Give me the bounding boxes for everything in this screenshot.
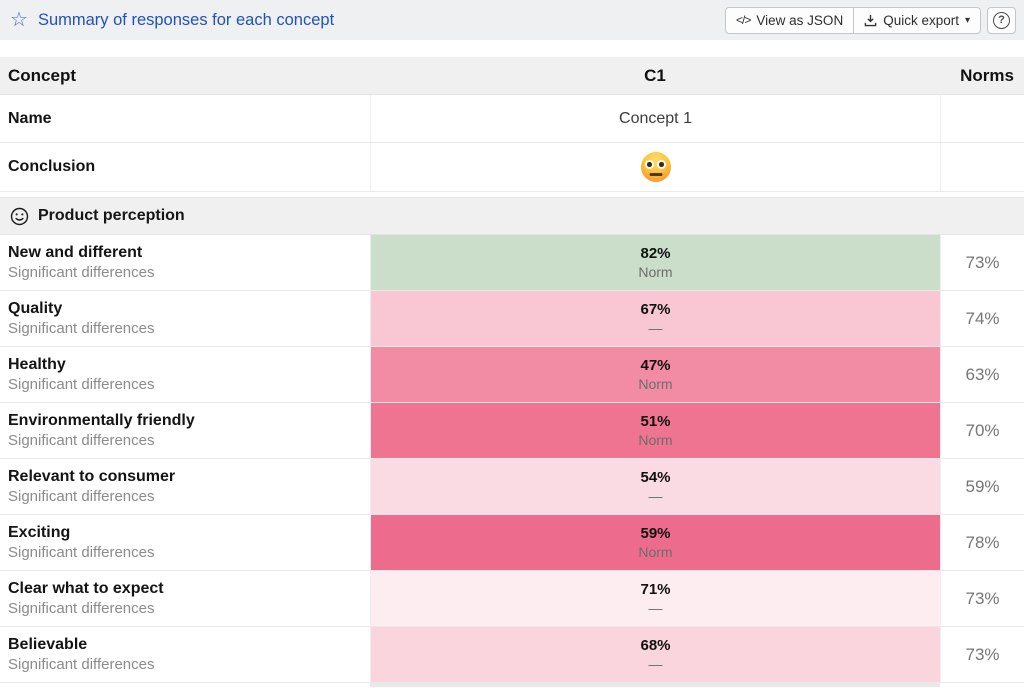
help-button[interactable]: ? — [987, 6, 1016, 34]
export-button-group: </> View as JSON Quick export ▾ — [725, 6, 981, 34]
score-value: 51% — [640, 413, 671, 430]
score-note: Norm — [638, 432, 673, 448]
row-label: Environmentally friendly — [8, 412, 195, 429]
score-value: 82% — [640, 245, 671, 262]
conclusion-row-label: Conclusion — [8, 158, 96, 175]
score-cell: 67% — — [370, 291, 940, 346]
concept-name-value: Concept 1 — [370, 95, 940, 142]
table-row-healthy: Healthy Significant differences 47% Norm… — [0, 347, 1024, 403]
topbar: ☆ Summary of responses for each concept … — [0, 0, 1024, 40]
download-icon — [864, 14, 877, 27]
code-icon: </> — [736, 13, 751, 27]
norm-value: 63% — [940, 347, 1024, 402]
score-note: — — [648, 656, 663, 672]
score-value: 67% — [640, 301, 671, 318]
smiley-face-icon — [10, 207, 29, 226]
table-row-believable: Believable Significant differences 68% —… — [0, 627, 1024, 683]
name-row-label: Name — [8, 109, 52, 127]
norm-value: 73% — [940, 571, 1024, 626]
name-row-norm-empty — [940, 95, 1024, 142]
quick-export-label: Quick export — [883, 12, 959, 28]
table-row-new-and-different: New and different Significant difference… — [0, 235, 1024, 291]
conclusion-row-norm-empty — [940, 143, 1024, 191]
row-label-group: Exciting Significant differences — [0, 515, 370, 570]
partial-next-row — [0, 683, 1024, 687]
score-note: — — [648, 600, 663, 616]
conclusion-row: Conclusion — [0, 143, 1024, 192]
score-value: 59% — [640, 525, 671, 542]
name-row: Name Concept 1 — [0, 95, 1024, 143]
row-subtitle: Significant differences — [8, 544, 155, 561]
score-cell: 47% Norm — [370, 347, 940, 402]
table-row-clear-what-to-expect: Clear what to expect Significant differe… — [0, 571, 1024, 627]
view-as-json-button[interactable]: </> View as JSON — [725, 6, 855, 34]
score-note: — — [648, 488, 663, 504]
row-label: Healthy — [8, 356, 66, 373]
table-row-exciting: Exciting Significant differences 59% Nor… — [0, 515, 1024, 571]
score-cell: 54% — — [370, 459, 940, 514]
section-product-perception: Product perception — [0, 197, 1024, 235]
score-note: Norm — [638, 376, 673, 392]
row-subtitle: Significant differences — [8, 656, 155, 673]
row-label: New and different — [8, 244, 143, 261]
header-c1: C1 — [644, 65, 666, 85]
score-value: 68% — [640, 637, 671, 654]
table-row-environmentally-friendly: Environmentally friendly Significant dif… — [0, 403, 1024, 459]
row-subtitle: Significant differences — [8, 488, 155, 505]
row-subtitle: Significant differences — [8, 376, 155, 393]
norm-value: 59% — [940, 459, 1024, 514]
topbar-actions: </> View as JSON Quick export ▾ ? — [725, 6, 1016, 34]
row-label-group: Clear what to expect Significant differe… — [0, 571, 370, 626]
row-label: Clear what to expect — [8, 580, 164, 597]
score-cell: 71% — — [370, 571, 940, 626]
section-title: Product perception — [38, 207, 185, 224]
topbar-left: ☆ Summary of responses for each concept — [10, 10, 334, 30]
score-cell: 82% Norm — [370, 235, 940, 290]
row-label-group: Environmentally friendly Significant dif… — [0, 403, 370, 458]
table-header-row: Concept C1 Norms — [0, 57, 1024, 95]
row-label-group: New and different Significant difference… — [0, 235, 370, 290]
neutral-face-emoji — [640, 152, 671, 182]
score-cell: 59% Norm — [370, 515, 940, 570]
table-row-quality: Quality Significant differences 67% — 74… — [0, 291, 1024, 347]
row-subtitle: Significant differences — [8, 600, 155, 617]
score-value: 71% — [640, 581, 671, 598]
header-norms: Norms — [960, 65, 1014, 85]
conclusion-cell — [370, 143, 940, 191]
table-row-relevant-to-consumer: Relevant to consumer Significant differe… — [0, 459, 1024, 515]
row-label: Relevant to consumer — [8, 468, 176, 485]
score-note: Norm — [638, 264, 673, 280]
row-label: Exciting — [8, 524, 71, 541]
row-label: Believable — [8, 636, 88, 653]
norm-value: 70% — [940, 403, 1024, 458]
row-label-group: Healthy Significant differences — [0, 347, 370, 402]
favorite-star-icon[interactable]: ☆ — [10, 9, 28, 31]
score-cell: 51% Norm — [370, 403, 940, 458]
topbar-gap — [0, 40, 1024, 57]
score-value: 47% — [640, 357, 671, 374]
norm-value: 78% — [940, 515, 1024, 570]
question-icon: ? — [993, 11, 1010, 29]
norm-value: 74% — [940, 291, 1024, 346]
row-label-group: Quality Significant differences — [0, 291, 370, 346]
row-subtitle: Significant differences — [8, 432, 155, 449]
score-cell: 68% — — [370, 627, 940, 682]
header-concept: Concept — [8, 65, 76, 85]
caret-down-icon: ▾ — [964, 14, 970, 26]
row-label-group: Believable Significant differences — [0, 627, 370, 682]
norm-value: 73% — [940, 627, 1024, 682]
view-as-json-label: View as JSON — [756, 12, 844, 28]
page-title[interactable]: Summary of responses for each concept — [37, 10, 335, 29]
row-subtitle: Significant differences — [8, 320, 155, 337]
row-label-group: Relevant to consumer Significant differe… — [0, 459, 370, 514]
quick-export-button[interactable]: Quick export ▾ — [853, 6, 981, 34]
score-value: 54% — [640, 469, 671, 486]
row-subtitle: Significant differences — [8, 264, 155, 281]
score-note: Norm — [638, 544, 673, 560]
row-label: Quality — [8, 300, 63, 317]
norm-value: 73% — [940, 235, 1024, 290]
score-note: — — [648, 320, 663, 336]
